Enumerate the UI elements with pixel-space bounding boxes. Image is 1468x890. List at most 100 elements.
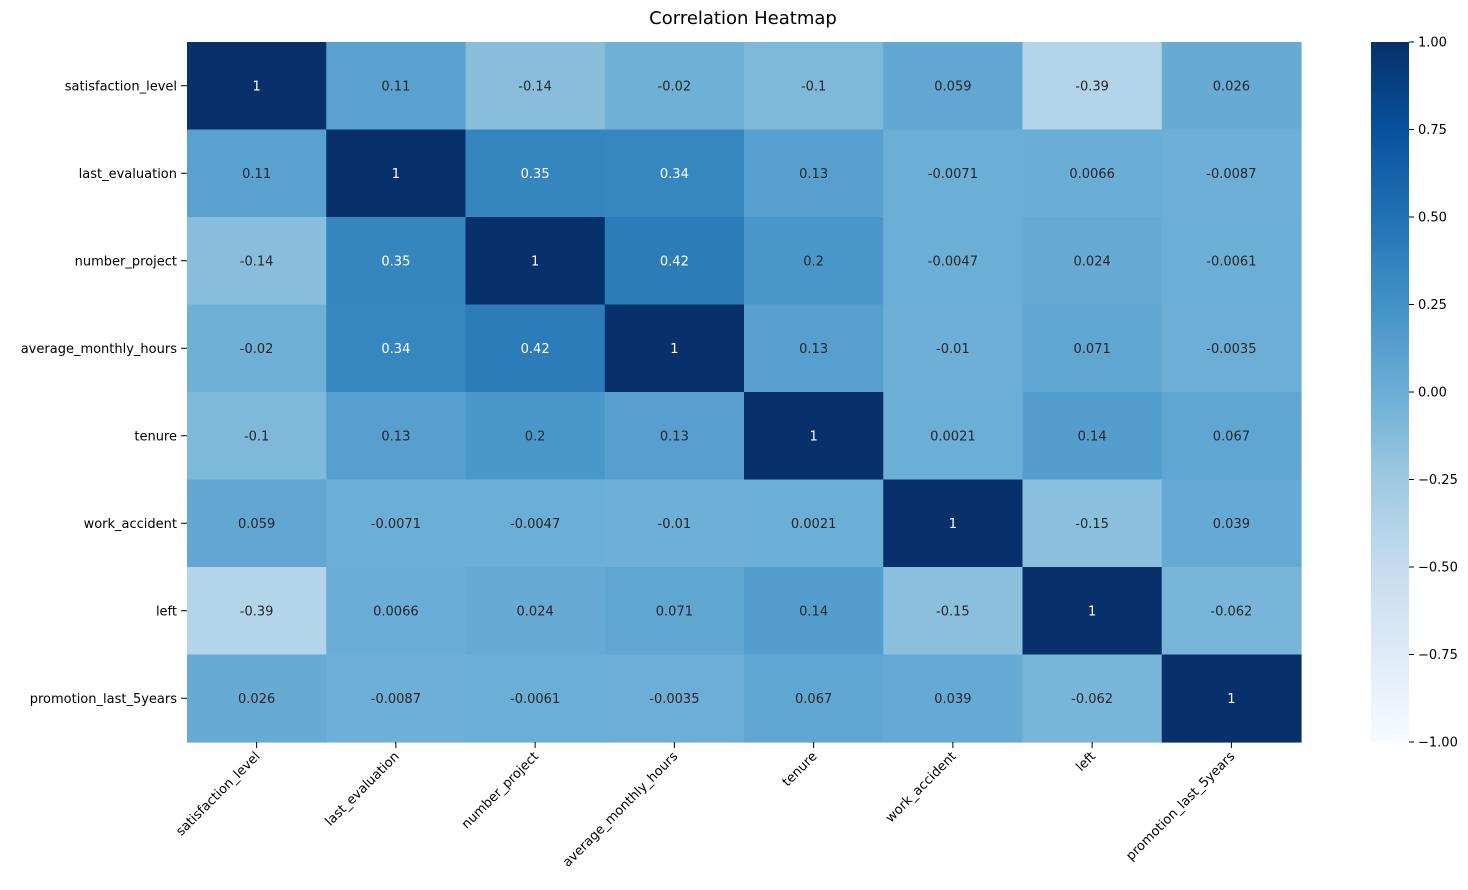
cell-value-label: 0.026 — [238, 692, 275, 707]
heatmap-cell — [1022, 392, 1163, 481]
cell-value-label: -0.0047 — [928, 254, 978, 269]
heatmap-cell — [744, 42, 884, 131]
cell-value-label: -0.0061 — [1206, 254, 1256, 269]
x-tick-label: average_monthly_hours — [560, 749, 681, 870]
cell-value-label: 0.059 — [238, 517, 275, 532]
heatmap-cell — [883, 392, 1024, 481]
y-tick-label: last_evaluation — [79, 167, 177, 182]
cell-value-label: 0.059 — [934, 79, 971, 94]
heatmap-cell — [1161, 42, 1302, 131]
heatmap-cell — [1161, 304, 1302, 393]
cell-value-label: 0.35 — [381, 254, 410, 269]
heatmap-cell — [744, 129, 884, 218]
x-tick-labels: satisfaction_level last_evaluation number_… — [173, 742, 1238, 870]
heatmap-cells — [187, 42, 1302, 743]
cell-value-label: -0.15 — [936, 604, 970, 619]
cell-value-label: 0.34 — [660, 167, 689, 182]
y-tick-labels: satisfaction_level last_evaluation number_… — [21, 79, 187, 707]
heatmap-cell — [883, 217, 1024, 306]
y-tick-label: number_project — [75, 254, 177, 269]
cell-value-label: -0.0061 — [510, 692, 560, 707]
cell-value-label: 0.14 — [1078, 429, 1107, 444]
cell-value-label: 1 — [1227, 692, 1235, 707]
heatmap-cell — [326, 129, 467, 218]
heatmap-cell — [1161, 479, 1302, 568]
x-tick-label: promotion_last_5years — [1123, 749, 1238, 864]
cell-value-label: 1 — [949, 517, 957, 532]
x-tick-label: work_accident — [883, 749, 960, 826]
cell-value-label: 0.34 — [381, 342, 410, 357]
cell-value-label: -0.14 — [518, 79, 552, 94]
heatmap-cell — [604, 392, 745, 481]
colorbar-tick-label: 0.75 — [1418, 123, 1447, 138]
heatmap-cell — [465, 129, 606, 218]
cell-value-label: 0.2 — [803, 254, 824, 269]
cell-value-label: 0.13 — [660, 429, 689, 444]
colorbar-tick-label: −0.25 — [1418, 473, 1458, 488]
heatmap-cell — [883, 304, 1024, 393]
cell-value-label: 0.0066 — [373, 604, 419, 619]
cell-value-label: -0.14 — [240, 254, 274, 269]
heatmap-cell — [465, 217, 606, 306]
heatmap-cell — [744, 304, 884, 393]
y-tick-label: left — [156, 604, 177, 619]
cell-value-label: 1 — [670, 342, 678, 357]
heatmap-cell — [187, 42, 327, 131]
heatmap-cell — [604, 129, 745, 218]
heatmap-cell — [883, 567, 1024, 656]
heatmap-cell — [744, 654, 884, 743]
cell-value-label: 0.024 — [1074, 254, 1111, 269]
heatmap-cell — [883, 42, 1024, 131]
cell-value-label: -0.0047 — [510, 517, 560, 532]
heatmap-cell — [604, 654, 745, 743]
cell-value-label: 0.0066 — [1069, 167, 1115, 182]
heatmap-cell — [326, 479, 467, 568]
heatmap-cell — [1022, 654, 1163, 743]
heatmap-cell — [744, 392, 884, 481]
heatmap-cell — [187, 304, 327, 393]
heatmap-cell — [326, 304, 467, 393]
heatmap-cell — [326, 42, 467, 131]
cell-value-label: -0.01 — [658, 517, 692, 532]
heatmap-cell — [465, 304, 606, 393]
heatmap-cell — [326, 392, 467, 481]
heatmap-cell — [326, 567, 467, 656]
cell-value-label: -0.062 — [1210, 604, 1252, 619]
cell-value-label: 0.14 — [799, 604, 828, 619]
y-tick-label: tenure — [134, 429, 177, 444]
x-tick-label: left — [1073, 749, 1099, 775]
y-tick-label: satisfaction_level — [65, 79, 177, 94]
cell-value-label: -0.0035 — [649, 692, 699, 707]
cell-value-label: -0.0035 — [1206, 342, 1256, 357]
cell-value-label: 0.0021 — [791, 517, 837, 532]
cell-value-label: 0.039 — [934, 692, 971, 707]
heatmap-cell — [465, 567, 606, 656]
heatmap-cell — [187, 392, 327, 481]
heatmap-cell — [744, 567, 884, 656]
cell-value-label: -0.0087 — [1206, 167, 1256, 182]
y-tick-label: average_monthly_hours — [21, 342, 177, 357]
colorbar-gradient — [1371, 42, 1409, 742]
cell-value-label: -0.02 — [240, 342, 274, 357]
cell-value-label: 0.067 — [795, 692, 832, 707]
colorbar: 1.00 0.75 0.50 0.25 0.00 −0.25 −0.50 −0.75 −1.00 — [1371, 36, 1458, 751]
heatmap-cell — [1161, 217, 1302, 306]
colorbar-tick-label: −0.75 — [1418, 648, 1458, 663]
heatmap-cell — [1022, 217, 1163, 306]
cell-value-label: 0.067 — [1213, 429, 1250, 444]
heatmap-cell — [187, 567, 327, 656]
heatmap-cell — [187, 479, 327, 568]
heatmap-cell — [1022, 42, 1163, 131]
heatmap-cell — [465, 42, 606, 131]
heatmap-cell — [187, 129, 327, 218]
x-tick-label: satisfaction_level — [173, 749, 263, 839]
heatmap-cell — [465, 479, 606, 568]
cell-value-label: 0.024 — [517, 604, 554, 619]
heatmap-cell — [1161, 567, 1302, 656]
cell-value-label: 0.13 — [799, 167, 828, 182]
colorbar-tick-label: 0.25 — [1418, 298, 1447, 313]
heatmap-cell — [1022, 129, 1163, 218]
heatmap-cell — [883, 654, 1024, 743]
cell-value-label: -0.02 — [658, 79, 692, 94]
